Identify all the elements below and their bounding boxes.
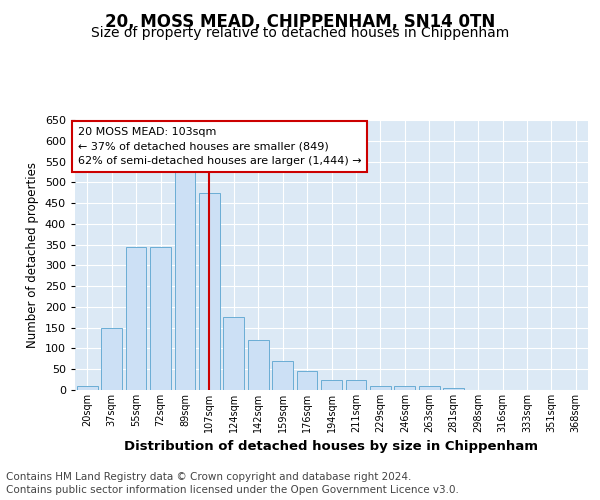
Bar [321,380,342,390]
Bar [150,246,171,390]
Y-axis label: Number of detached properties: Number of detached properties [26,162,39,348]
Bar [443,388,464,390]
Bar [248,340,269,390]
Bar [223,318,244,390]
Bar [296,372,317,390]
Bar [101,328,122,390]
Text: Contains public sector information licensed under the Open Government Licence v3: Contains public sector information licen… [6,485,459,495]
Bar [394,386,415,390]
Bar [175,172,196,390]
Text: Size of property relative to detached houses in Chippenham: Size of property relative to detached ho… [91,26,509,40]
Bar [346,380,367,390]
Bar [272,361,293,390]
Bar [370,386,391,390]
Bar [77,386,98,390]
Bar [125,246,146,390]
X-axis label: Distribution of detached houses by size in Chippenham: Distribution of detached houses by size … [125,440,539,454]
Bar [419,386,440,390]
Bar [199,192,220,390]
Text: Contains HM Land Registry data © Crown copyright and database right 2024.: Contains HM Land Registry data © Crown c… [6,472,412,482]
Text: 20, MOSS MEAD, CHIPPENHAM, SN14 0TN: 20, MOSS MEAD, CHIPPENHAM, SN14 0TN [105,12,495,30]
Text: 20 MOSS MEAD: 103sqm
← 37% of detached houses are smaller (849)
62% of semi-deta: 20 MOSS MEAD: 103sqm ← 37% of detached h… [77,126,361,166]
